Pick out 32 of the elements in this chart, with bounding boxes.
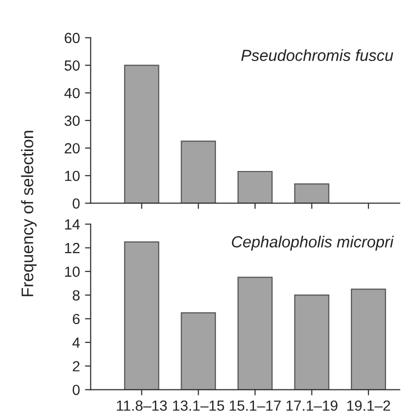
x-tick-label: 19.1–2 bbox=[347, 400, 390, 411]
bar bbox=[180, 140, 216, 204]
y-tick-label: 50 bbox=[64, 60, 80, 71]
y-axis-title: Frequency of selection bbox=[21, 130, 37, 296]
bar bbox=[124, 241, 160, 390]
y-tick-label: 2 bbox=[72, 361, 80, 372]
y-tick-label: 10 bbox=[65, 266, 80, 277]
x-tick-label: 17.1–19 bbox=[286, 400, 338, 411]
bar bbox=[124, 64, 160, 204]
y-tick-label: 30 bbox=[64, 116, 80, 126]
y-tick-label: 6 bbox=[72, 314, 80, 324]
y-tick-label: 0 bbox=[72, 198, 80, 209]
y-tick-label: 4 bbox=[72, 338, 80, 348]
bar bbox=[238, 170, 273, 204]
bar bbox=[350, 288, 386, 390]
bar bbox=[294, 294, 330, 390]
y-tick-label: 14 bbox=[65, 219, 80, 230]
y-tick-label: 12 bbox=[65, 242, 80, 254]
bar bbox=[180, 312, 216, 390]
text: Pseudochromis fuscu bbox=[241, 49, 394, 62]
y-tick-label: 10 bbox=[65, 170, 80, 182]
bar bbox=[238, 276, 273, 390]
y-tick-label: 40 bbox=[64, 88, 80, 98]
y-tick-label: 20 bbox=[64, 143, 80, 154]
text: Cephalopholis micropri bbox=[232, 236, 394, 251]
y-tick-label: 8 bbox=[72, 290, 80, 301]
y-tick-label: 60 bbox=[64, 32, 80, 44]
x-tick-label: 13.1–15 bbox=[173, 400, 224, 411]
x-tick-label: 15.1–17 bbox=[230, 400, 281, 411]
y-tick-label: 0 bbox=[72, 384, 80, 396]
x-tick-label: 11.8–13 bbox=[116, 400, 167, 411]
bar bbox=[294, 183, 330, 204]
